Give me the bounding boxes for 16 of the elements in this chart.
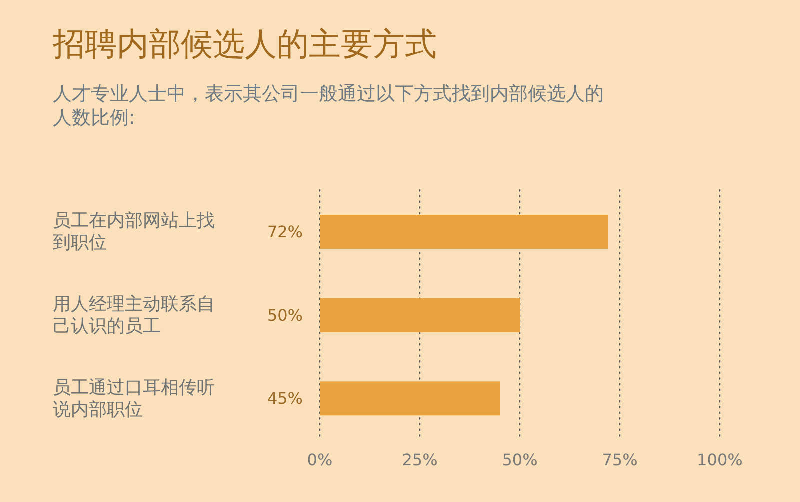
x-tick-label: 100%: [697, 450, 743, 470]
chart-subtitle: 人才专业人士中，表示其公司一般通过以下方式找到内部候选人的人数比例:: [53, 82, 605, 130]
data-label: 72%: [267, 222, 303, 242]
bar: [320, 382, 500, 416]
chart-title: 招聘内部候选人的主要方式: [53, 25, 437, 63]
x-tick-label: 75%: [602, 450, 638, 470]
y-tick-label: 员工通过口耳相传听说内部职位: [53, 376, 215, 420]
x-tick-label: 50%: [502, 450, 538, 470]
x-tick-label: 0%: [307, 450, 333, 470]
bar: [320, 215, 608, 249]
x-tick-label: 25%: [402, 450, 438, 470]
y-tick-label: 用人经理主动联系自己认识的员工: [53, 294, 215, 336]
y-tick-label: 员工在内部网站上找到职位: [53, 210, 215, 254]
data-label: 50%: [267, 306, 303, 325]
data-label: 45%: [267, 389, 303, 408]
bar: [320, 298, 520, 332]
